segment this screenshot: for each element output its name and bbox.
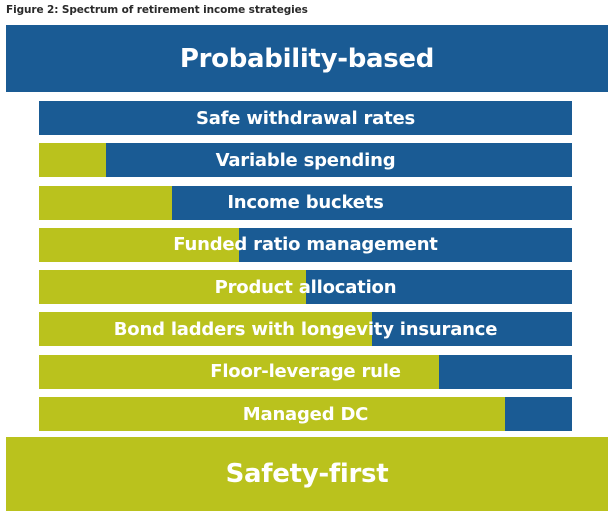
strategy-bar: Safe withdrawal rates: [39, 101, 572, 135]
strategy-label: Safe withdrawal rates: [195, 107, 416, 129]
safety-first-share-fill: [39, 354, 439, 389]
strategy-bar: Product allocation: [39, 270, 572, 305]
figure-title: Figure 2: Spectrum of retirement income …: [6, 4, 308, 16]
strategy-bars: Safe withdrawal rates Variable spending In…: [39, 101, 572, 439]
safety-first-share-fill: [39, 185, 173, 220]
safety-first-band: Safety-first: [6, 437, 608, 511]
strategy-bar: Income buckets: [39, 185, 572, 220]
strategy-bar: Floor-leverage rule: [39, 354, 572, 389]
strategy-label: Variable spending: [215, 149, 396, 171]
safety-first-share-fill: [39, 227, 239, 262]
safety-first-share-fill: [39, 312, 373, 347]
strategy-bar: Variable spending: [39, 143, 572, 178]
safety-first-label: Safety-first: [225, 459, 389, 489]
strategy-bar: Managed DC: [39, 397, 572, 432]
safety-first-share-fill: [39, 397, 506, 432]
strategy-bar: Funded ratio management: [39, 227, 572, 262]
strategy-label: Managed DC: [242, 403, 369, 425]
strategy-label: Income buckets: [227, 192, 384, 214]
probability-based-label: Probability-based: [179, 43, 435, 74]
probability-based-band: Probability-based: [6, 25, 608, 92]
strategy-label: Floor-leverage rule: [210, 361, 401, 383]
strategy-label: Product allocation: [214, 276, 397, 298]
strategy-bar: Bond ladders with longevity insurance: [39, 312, 572, 347]
strategy-label: Funded ratio management: [173, 234, 438, 256]
strategy-label: Bond ladders with longevity insurance: [113, 318, 498, 340]
safety-first-share-fill: [39, 270, 306, 305]
safety-first-share-fill: [39, 143, 106, 178]
